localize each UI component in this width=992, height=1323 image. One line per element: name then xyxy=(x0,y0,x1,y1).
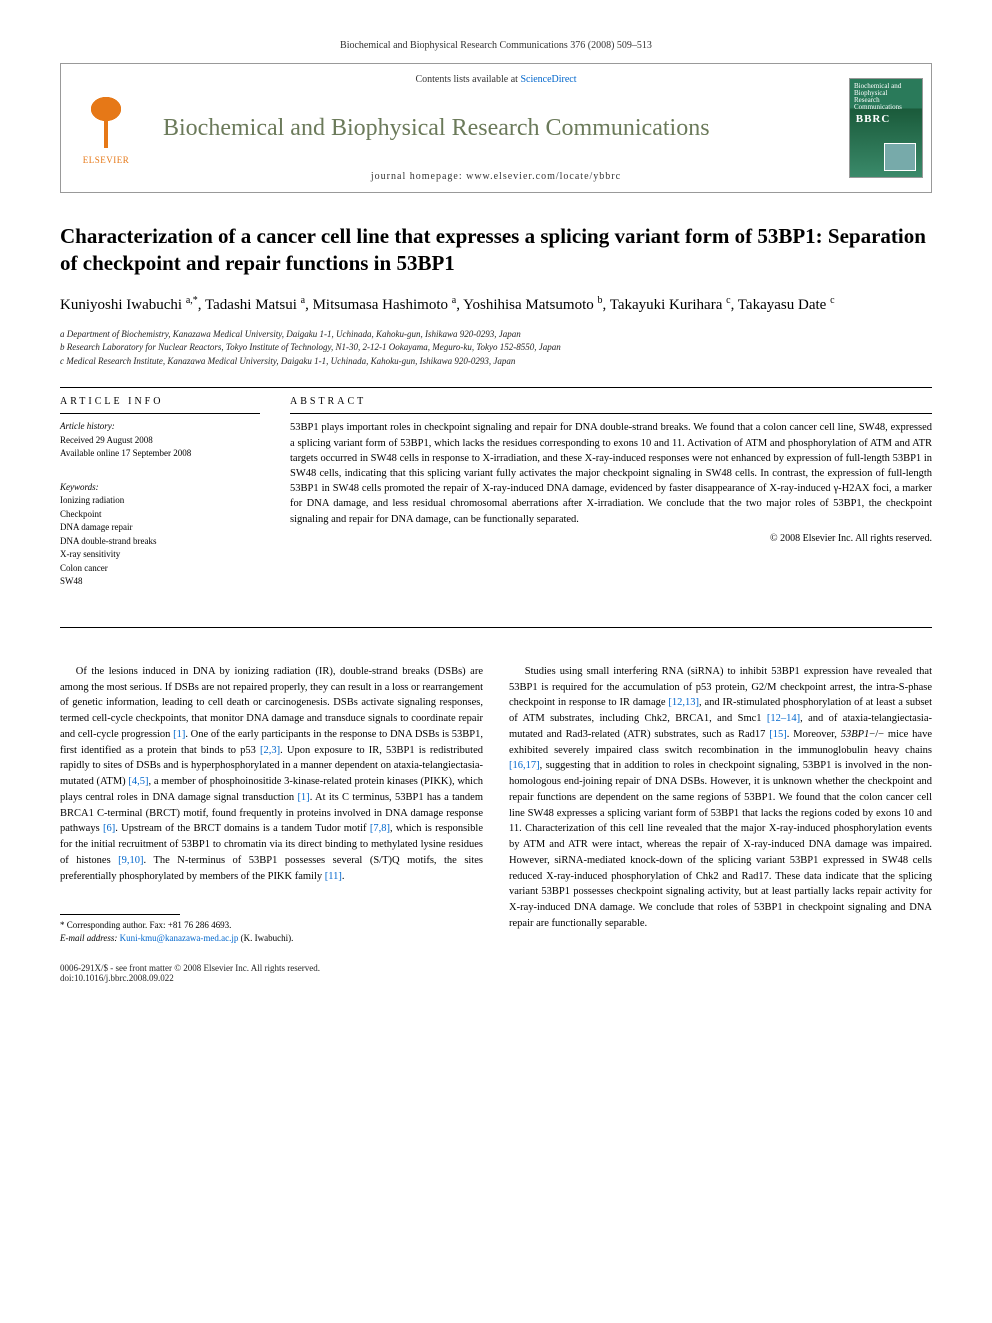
keyword: SW48 xyxy=(60,575,260,589)
abstract-text: 53BP1 plays important roles in checkpoin… xyxy=(290,413,932,527)
history-label: Article history: xyxy=(60,420,260,434)
ref-link[interactable]: [2,3] xyxy=(260,745,280,756)
journal-homepage: journal homepage: www.elsevier.com/locat… xyxy=(163,171,829,182)
ref-link[interactable]: [4,5] xyxy=(128,776,148,787)
keyword: Ionizing radiation xyxy=(60,494,260,508)
article-info: ARTICLE INFO Article history: Received 2… xyxy=(60,396,260,603)
journal-cover: Biochemical and Biophysical Research Com… xyxy=(841,64,931,192)
ref-link[interactable]: [9,10] xyxy=(118,855,143,866)
keyword: X-ray sensitivity xyxy=(60,548,260,562)
keyword: Colon cancer xyxy=(60,562,260,576)
authors: Kuniyoshi Iwabuchi a,*, Tadashi Matsui a… xyxy=(60,294,932,316)
affiliation: b Research Laboratory for Nuclear Reacto… xyxy=(60,341,932,354)
running-head: Biochemical and Biophysical Research Com… xyxy=(60,40,932,51)
body-text: Of the lesions induced in DNA by ionizin… xyxy=(60,664,932,945)
keyword: Checkpoint xyxy=(60,508,260,522)
front-matter: 0006-291X/$ - see front matter © 2008 El… xyxy=(60,963,320,973)
body-paragraph: Of the lesions induced in DNA by ionizin… xyxy=(60,664,483,885)
journal-name: Biochemical and Biophysical Research Com… xyxy=(163,115,829,142)
elsevier-label: ELSEVIER xyxy=(83,155,130,165)
corresponding-author: * Corresponding author. Fax: +81 76 286 … xyxy=(60,919,483,944)
body-right-column: Studies using small interfering RNA (siR… xyxy=(509,664,932,945)
article-title: Characterization of a cancer cell line t… xyxy=(60,223,932,278)
doi: doi:10.1016/j.bbrc.2008.09.022 xyxy=(60,973,320,983)
abstract-heading: ABSTRACT xyxy=(290,396,932,407)
corresponding-email-link[interactable]: Kuni-kmu@kanazawa-med.ac.jp xyxy=(120,933,239,943)
affiliation: a Department of Biochemistry, Kanazawa M… xyxy=(60,328,932,341)
ref-link[interactable]: [6] xyxy=(103,823,115,834)
contents-available: Contents lists available at ScienceDirec… xyxy=(163,74,829,85)
elsevier-logo: ELSEVIER xyxy=(61,64,151,192)
keyword: DNA damage repair xyxy=(60,521,260,535)
cover-thumbnail: Biochemical and Biophysical Research Com… xyxy=(849,78,923,178)
ref-link[interactable]: [15] xyxy=(769,729,787,740)
affiliation: c Medical Research Institute, Kanazawa M… xyxy=(60,355,932,368)
abstract: ABSTRACT 53BP1 plays important roles in … xyxy=(290,396,932,603)
email-suffix: (K. Iwabuchi). xyxy=(238,933,293,943)
body-paragraph: Studies using small interfering RNA (siR… xyxy=(509,664,932,932)
corresponding-fax: * Corresponding author. Fax: +81 76 286 … xyxy=(60,919,483,932)
journal-header: ELSEVIER Contents lists available at Sci… xyxy=(60,63,932,193)
ref-link[interactable]: [1] xyxy=(297,792,309,803)
ref-link[interactable]: [7,8] xyxy=(370,823,390,834)
sciencedirect-link[interactable]: ScienceDirect xyxy=(520,74,576,85)
affiliations: a Department of Biochemistry, Kanazawa M… xyxy=(60,328,932,368)
ref-link[interactable]: [12,13] xyxy=(668,697,699,708)
abstract-copyright: © 2008 Elsevier Inc. All rights reserved… xyxy=(290,533,932,544)
keywords-label: Keywords: xyxy=(60,481,260,495)
body-left-column: Of the lesions induced in DNA by ionizin… xyxy=(60,664,483,945)
keyword: DNA double-strand breaks xyxy=(60,535,260,549)
article-info-heading: ARTICLE INFO xyxy=(60,396,260,407)
separator xyxy=(60,387,932,388)
ref-link[interactable]: [12–14] xyxy=(767,713,800,724)
elsevier-tree-icon xyxy=(81,91,131,151)
footnote-separator xyxy=(60,914,180,915)
ref-link[interactable]: [1] xyxy=(173,729,185,740)
email-label: E-mail address: xyxy=(60,933,120,943)
ref-link[interactable]: [16,17] xyxy=(509,760,540,771)
contents-prefix: Contents lists available at xyxy=(415,74,520,85)
received-date: Received 29 August 2008 xyxy=(60,434,260,448)
online-date: Available online 17 September 2008 xyxy=(60,447,260,461)
separator xyxy=(60,627,932,628)
ref-link[interactable]: [11] xyxy=(325,871,342,882)
footer: 0006-291X/$ - see front matter © 2008 El… xyxy=(60,963,932,983)
